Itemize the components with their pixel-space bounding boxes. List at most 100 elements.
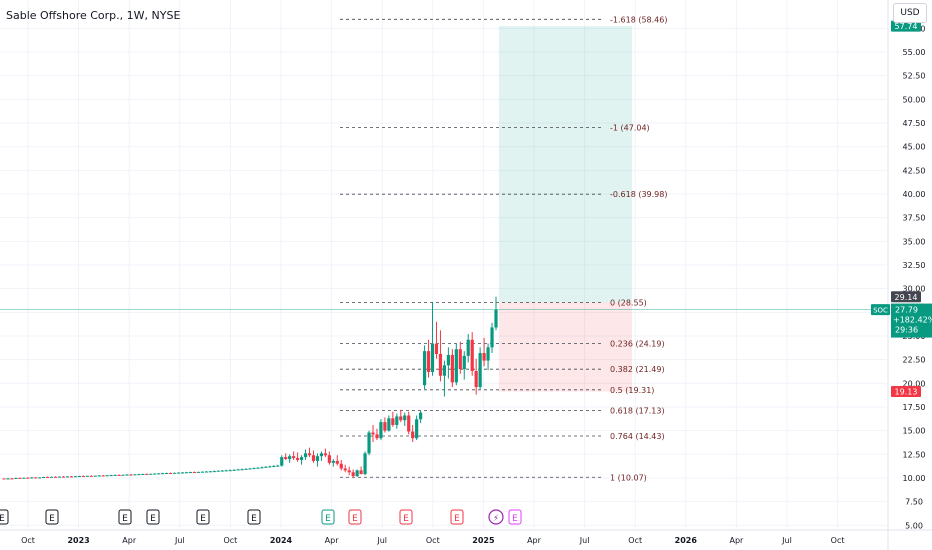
x-tick-label: Oct xyxy=(223,536,237,545)
fib-level-label: 0.236 (24.19) xyxy=(610,340,665,349)
candle xyxy=(426,339,431,378)
candle xyxy=(129,473,133,476)
candle xyxy=(38,477,42,479)
event-box xyxy=(0,509,9,525)
candle-body xyxy=(117,474,121,476)
currency-button[interactable]: USD xyxy=(893,3,927,23)
candle-body xyxy=(216,470,220,472)
candle xyxy=(161,472,165,475)
event-letter: E xyxy=(251,514,257,524)
candle-body xyxy=(458,349,462,370)
candle-body xyxy=(454,349,458,383)
candle-body xyxy=(244,468,248,470)
candle-body xyxy=(303,453,308,458)
candle-body xyxy=(446,354,450,366)
candle-body xyxy=(93,475,97,477)
candle xyxy=(303,449,308,460)
candle-body xyxy=(232,469,236,471)
candle xyxy=(411,424,415,442)
event-letter: E xyxy=(403,514,409,524)
candle xyxy=(121,474,125,476)
candle xyxy=(375,428,379,441)
candle xyxy=(109,474,113,477)
candle xyxy=(149,473,153,475)
candle-body xyxy=(180,472,185,474)
candle-body xyxy=(276,465,280,467)
candle-body xyxy=(327,455,331,463)
candle xyxy=(200,471,204,473)
candle-body xyxy=(248,468,252,470)
candle-body xyxy=(363,453,367,475)
candle-body xyxy=(30,477,34,479)
y-tick-label: 35.00 xyxy=(903,237,926,246)
candle-body xyxy=(236,469,240,471)
event-box xyxy=(348,509,362,525)
candle xyxy=(145,473,149,475)
candle xyxy=(422,345,427,389)
candle xyxy=(169,472,173,475)
candle xyxy=(383,417,387,433)
candle-body xyxy=(296,458,300,460)
candle-body xyxy=(323,453,327,456)
candle-body xyxy=(288,456,292,460)
candle-body xyxy=(466,339,470,356)
x-tick-label: 2023 xyxy=(67,536,89,545)
candle xyxy=(272,465,276,468)
earnings-event-icon: E xyxy=(0,509,9,525)
high-price-badge: 29.14 xyxy=(895,293,918,302)
candle-body xyxy=(252,468,256,470)
candle xyxy=(240,468,244,471)
y-tick-label: 32.50 xyxy=(903,261,926,270)
target-price-badge: 57.74 xyxy=(895,22,918,31)
event-letter: E xyxy=(512,514,518,524)
candle xyxy=(307,447,312,458)
last-price-badge-bg xyxy=(891,303,932,338)
candle xyxy=(454,343,458,386)
earnings-event-icon: E xyxy=(348,509,362,525)
candle-body xyxy=(153,473,157,475)
candle-body xyxy=(490,327,494,348)
candle xyxy=(228,469,232,472)
candle xyxy=(224,469,228,472)
x-tick-label: Apr xyxy=(325,536,340,545)
candle xyxy=(85,475,89,477)
candle-body xyxy=(494,309,498,328)
candle xyxy=(458,341,462,374)
candle-body xyxy=(188,472,193,474)
candle xyxy=(474,358,478,395)
candle xyxy=(430,301,435,376)
candle-body xyxy=(129,474,133,476)
candle-body xyxy=(46,477,50,478)
y-tick-label: 10.00 xyxy=(903,474,926,483)
candle xyxy=(367,430,371,456)
event-letter: E xyxy=(325,514,331,524)
candle xyxy=(327,451,331,465)
candle xyxy=(355,469,359,477)
candle-body xyxy=(50,476,54,478)
candle xyxy=(296,452,300,462)
candle xyxy=(399,409,403,423)
candle xyxy=(204,471,208,473)
candle xyxy=(141,473,145,475)
candle xyxy=(30,477,34,479)
candle-body xyxy=(462,355,466,370)
candle xyxy=(244,468,248,470)
earnings-event-icon: E xyxy=(247,509,261,525)
candle-body xyxy=(347,470,351,473)
event-letter: ⚡ xyxy=(493,514,499,524)
candle xyxy=(208,470,212,473)
candle-body xyxy=(220,470,224,472)
candle xyxy=(61,476,66,478)
event-box xyxy=(399,509,413,525)
candle xyxy=(407,411,411,435)
position-loss-zone xyxy=(499,302,632,392)
candle-body xyxy=(256,467,260,469)
candle-body xyxy=(73,476,78,478)
candle-body xyxy=(284,457,288,460)
candle xyxy=(180,472,185,474)
candle xyxy=(280,455,284,467)
candle-body xyxy=(38,477,42,479)
stop-price-badge-bg xyxy=(891,386,921,398)
